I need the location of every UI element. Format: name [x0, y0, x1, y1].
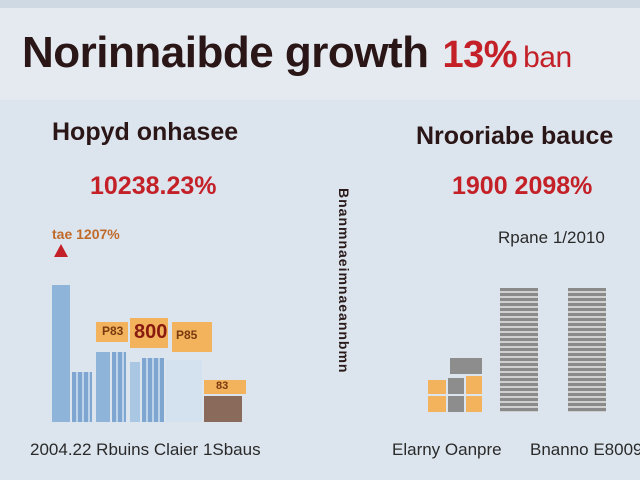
title-highlight-tail: ban — [523, 41, 572, 74]
left-box-3-label: P85 — [176, 328, 198, 342]
left-panel-title: Hopyd onhasee — [52, 118, 239, 146]
left-bar-4 — [130, 362, 140, 422]
left-bar-5 — [142, 358, 164, 422]
right-panel-subtitle: Rpane 1/2010 — [498, 228, 605, 247]
right-small-4 — [428, 396, 446, 412]
left-box-3: P85 — [172, 322, 212, 352]
left-panel-value: 10238.23% — [90, 172, 217, 200]
left-box-1: P83 — [96, 322, 128, 342]
right-small-6 — [466, 396, 482, 412]
right-small-1 — [428, 380, 446, 394]
right-small-2 — [448, 378, 464, 394]
left-box-5 — [204, 396, 242, 422]
title-main: Norinnaibde growth — [22, 28, 429, 77]
divider-vertical-text: Bnanmnaeimnaeannbmn — [336, 188, 352, 374]
right-bar-2 — [568, 288, 606, 412]
left-bar-tall — [52, 285, 70, 422]
page-title: Norinnaibde growth 13% ban — [22, 28, 572, 78]
right-footer-right: Bnanno E8009 — [530, 440, 640, 459]
right-bar-1 — [500, 288, 538, 412]
left-marker-label: tae 1207% — [52, 226, 120, 242]
up-triangle-icon — [54, 244, 68, 257]
right-footer-left: Elarny Oanpre — [392, 440, 502, 459]
left-bar-6 — [166, 360, 202, 422]
left-box-2: 800 — [130, 318, 168, 348]
left-bar-1 — [72, 372, 92, 422]
right-panel-value: 1900 2098% — [452, 172, 593, 200]
right-small-5 — [448, 396, 464, 412]
left-bar-3 — [112, 352, 126, 422]
left-box-4-label: 83 — [216, 380, 229, 392]
left-box-4: 83 — [204, 380, 246, 394]
right-small-3 — [466, 376, 482, 394]
right-small-top — [450, 358, 482, 374]
right-panel-title: Nrooriabe bauce — [416, 122, 614, 150]
title-highlight: 13% — [442, 34, 518, 76]
left-bar-2 — [96, 352, 110, 422]
header-band — [0, 8, 640, 100]
left-box-2-label: 800 — [134, 321, 168, 343]
top-strip — [0, 0, 640, 8]
left-box-1-label: P83 — [102, 324, 124, 338]
left-footer-label: 2004.22 Rbuins Claier 1Sbaus — [30, 440, 261, 459]
